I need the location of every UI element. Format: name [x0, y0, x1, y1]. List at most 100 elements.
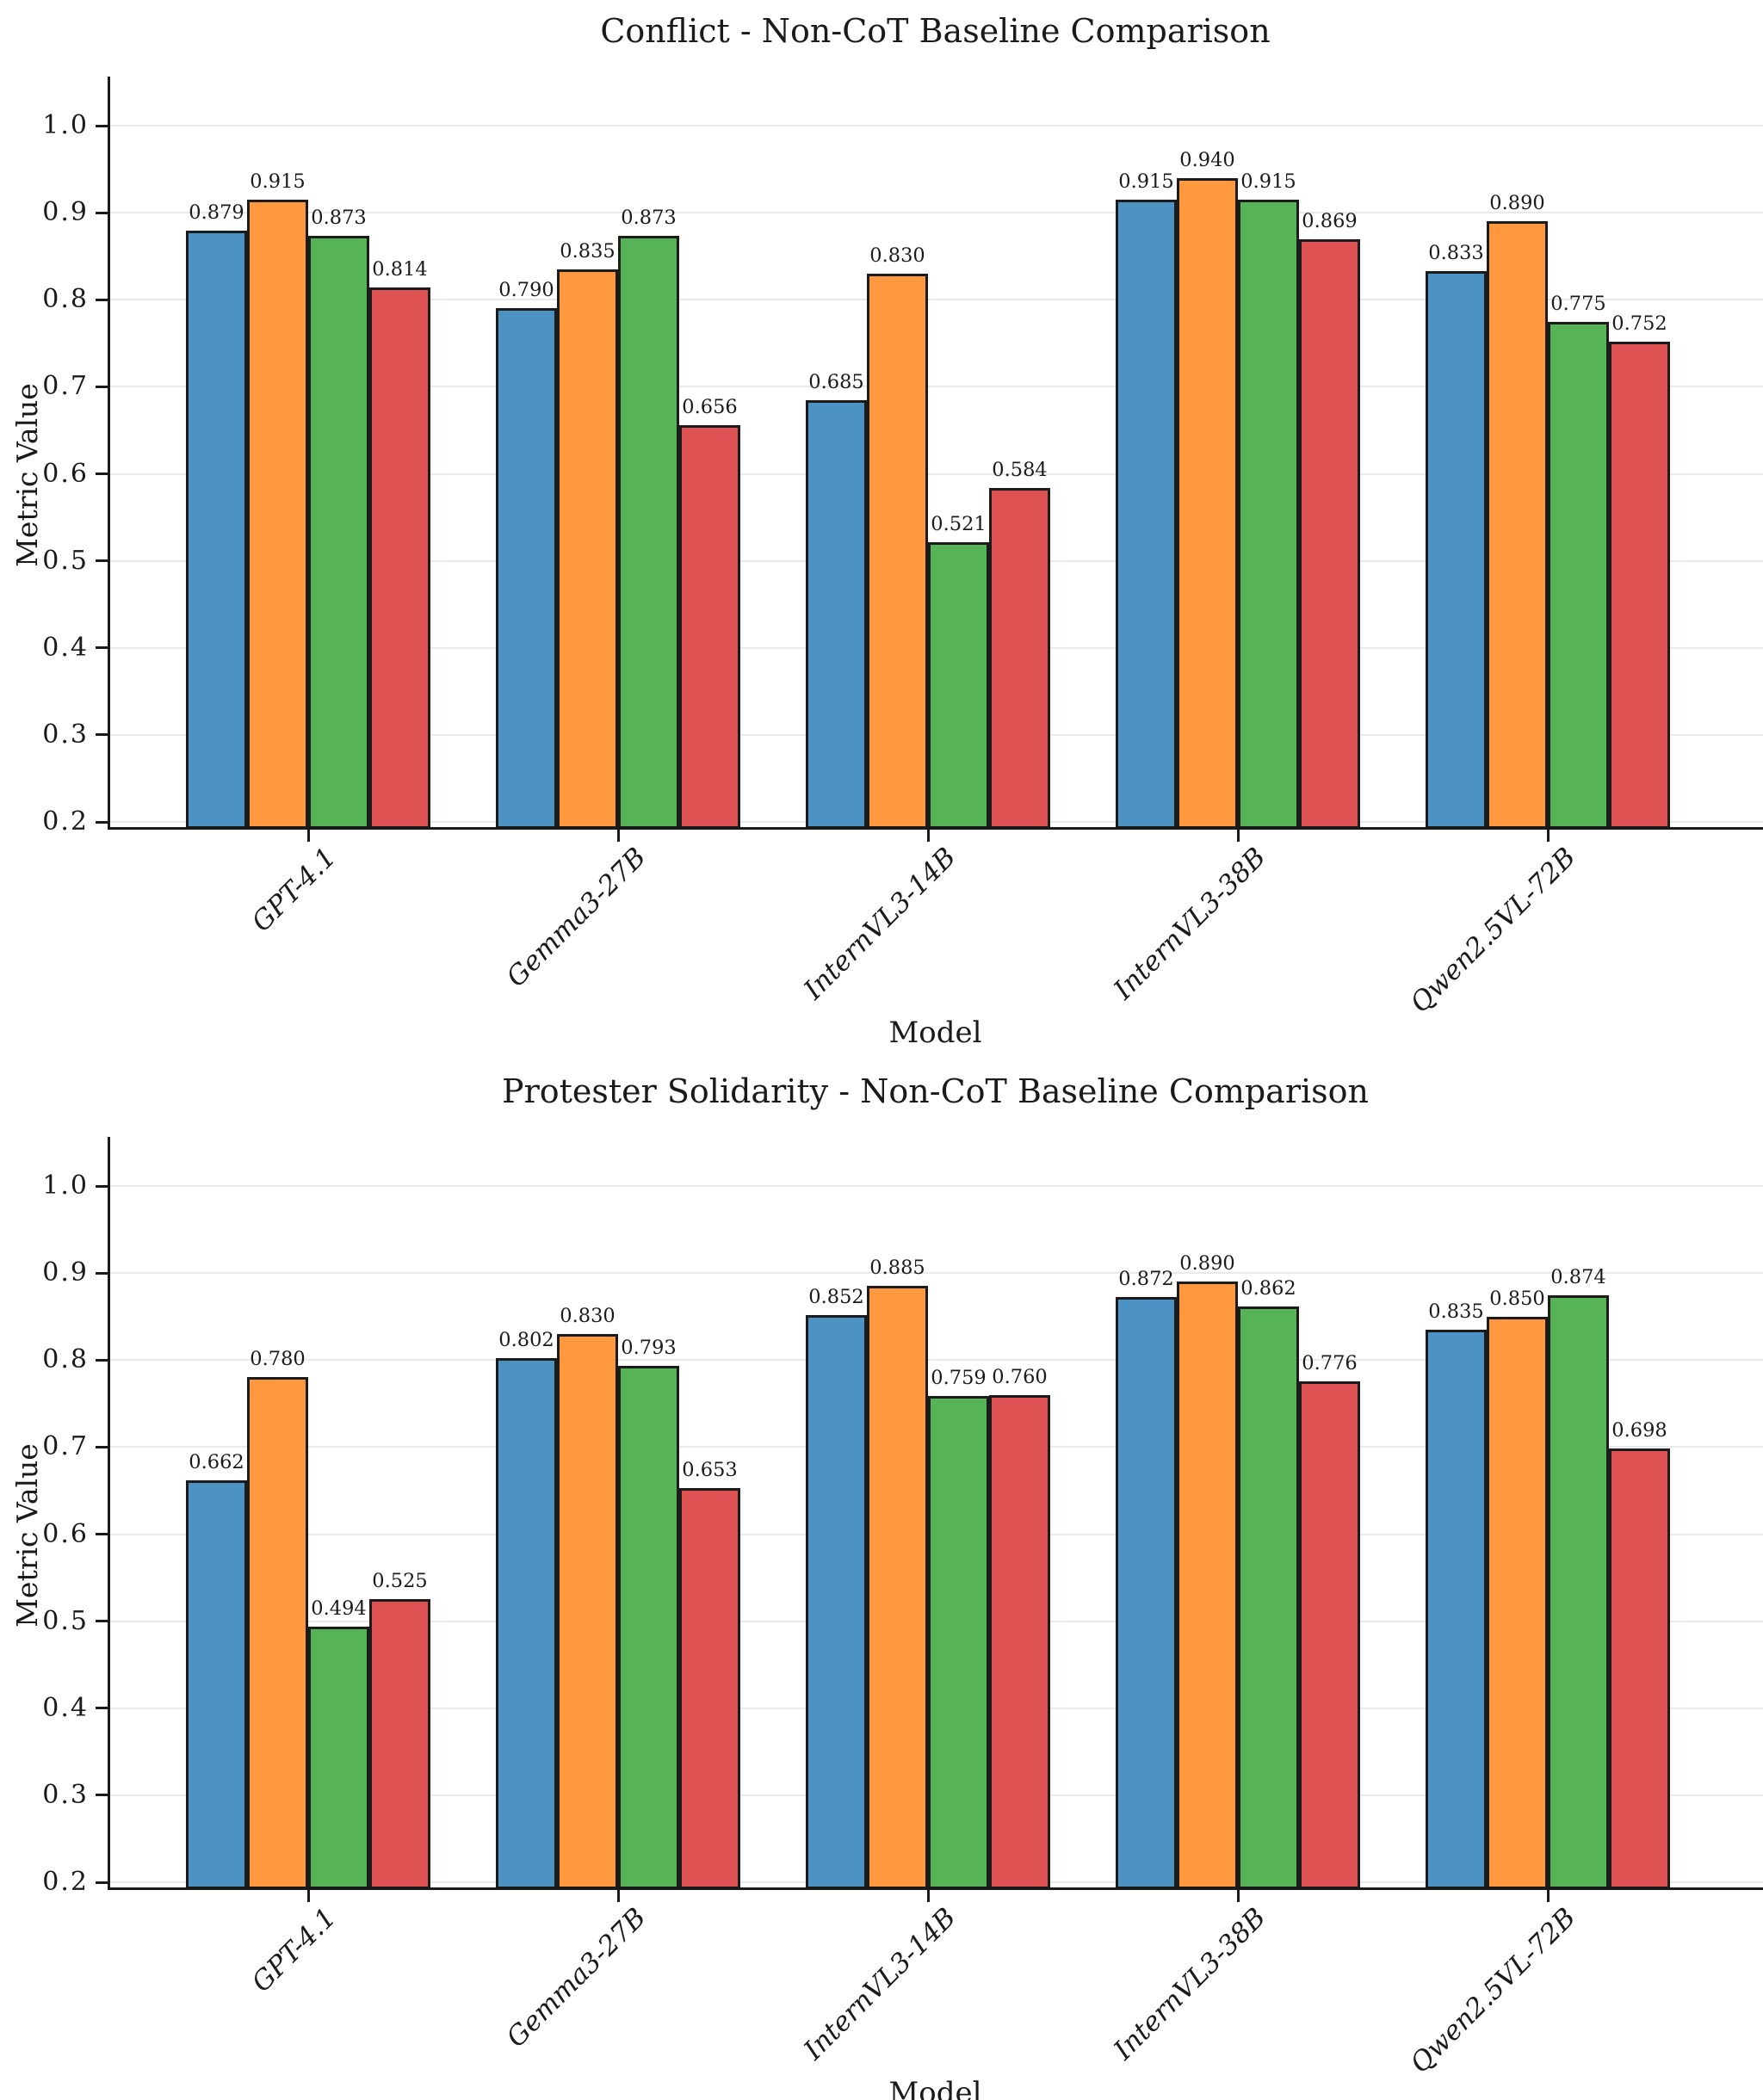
y-tick-label: 0.8: [42, 1344, 89, 1375]
bar-value-label: 0.873: [311, 207, 367, 230]
bar-orange-GPT-4.1: [247, 199, 308, 829]
bar-red-InternVL3-14B: [989, 487, 1050, 829]
bar-value-label: 0.915: [1118, 170, 1174, 193]
y-tick-label: 0.7: [42, 1431, 89, 1462]
bar-green-InternVL3-14B: [928, 542, 989, 829]
bar-red-Qwen2.5VL-72B: [1609, 1448, 1670, 1889]
bar-red-GPT-4.1: [369, 287, 430, 829]
gridline: [108, 212, 1763, 214]
y-tick-label: 0.5: [42, 545, 89, 576]
gridline: [108, 472, 1763, 475]
bar-value-label: 0.685: [808, 370, 864, 393]
y-tick-label: 0.9: [42, 197, 89, 228]
x-tick-label: InternVL3-38B: [1108, 1902, 1272, 2066]
bar-blue-GPT-4.1: [186, 231, 247, 829]
x-tick: [306, 1889, 310, 1902]
bar-blue-Qwen2.5VL-72B: [1426, 270, 1487, 829]
y-tick-label: 0.2: [42, 806, 89, 837]
bar-green-InternVL3-38B: [1238, 1306, 1299, 1889]
y-tick-label: 1.0: [42, 1170, 89, 1201]
x-tick: [1546, 1889, 1550, 1902]
bar-value-label: 0.830: [560, 1304, 616, 1327]
y-tick: [96, 1794, 108, 1797]
y-tick: [96, 1445, 108, 1448]
chart-title: Conflict - Non-CoT Baseline Comparison: [600, 12, 1271, 50]
bar-value-label: 0.698: [1611, 1419, 1667, 1442]
y-tick: [96, 385, 108, 388]
x-tick: [616, 829, 620, 842]
bar-value-label: 0.835: [1428, 1300, 1484, 1323]
bar-blue-Qwen2.5VL-72B: [1426, 1329, 1487, 1889]
bar-value-label: 0.850: [1489, 1287, 1545, 1310]
bar-blue-Gemma3-27B: [496, 1358, 557, 1889]
bar-value-label: 0.885: [869, 1257, 925, 1280]
bar-red-InternVL3-38B: [1299, 239, 1360, 829]
y-tick: [96, 124, 108, 127]
bar-orange-InternVL3-38B: [1177, 1282, 1238, 1889]
y-tick: [96, 211, 108, 214]
bar-value-label: 0.833: [1428, 241, 1484, 264]
bar-red-Qwen2.5VL-72B: [1609, 341, 1670, 829]
y-tick: [96, 820, 108, 824]
bar-value-label: 0.776: [1302, 1351, 1358, 1374]
gridline: [108, 299, 1763, 301]
y-tick-label: 0.5: [42, 1605, 89, 1636]
bar-orange-Qwen2.5VL-72B: [1487, 221, 1548, 829]
x-tick-label: Gemma3-27B: [500, 1902, 653, 2054]
left-spine: [108, 1137, 110, 1890]
bar-orange-GPT-4.1: [247, 1377, 308, 1889]
y-tick-label: 0.3: [42, 1779, 89, 1810]
bar-value-label: 0.874: [1550, 1266, 1606, 1289]
x-axis-label: Model: [888, 1016, 982, 1050]
y-tick: [96, 1184, 108, 1188]
bar-green-InternVL3-38B: [1238, 199, 1299, 829]
y-tick: [96, 1533, 108, 1535]
y-tick: [96, 298, 108, 301]
x-tick: [1236, 1889, 1240, 1902]
bar-value-label: 0.775: [1550, 292, 1606, 315]
bar-value-label: 0.835: [560, 239, 616, 262]
bar-blue-Gemma3-27B: [496, 308, 557, 829]
bar-value-label: 0.656: [682, 395, 738, 418]
gridline: [108, 125, 1763, 127]
x-tick: [616, 1889, 620, 1902]
bar-value-label: 0.584: [992, 458, 1048, 481]
bar-value-label: 0.525: [372, 1570, 428, 1593]
bar-orange-Qwen2.5VL-72B: [1487, 1316, 1548, 1889]
gridline: [108, 1359, 1763, 1362]
bar-orange-InternVL3-38B: [1177, 177, 1238, 829]
y-tick-label: 0.7: [42, 371, 89, 402]
bar-green-Gemma3-27B: [618, 1366, 679, 1889]
plot-area: 0.662 0.780 0.494 0.525 GPT-4.1 0.802 0.830 0.7…: [0, 1060, 1763, 2100]
y-tick-label: 0.2: [42, 1867, 89, 1897]
x-tick: [926, 829, 930, 842]
bar-value-label: 0.890: [1489, 192, 1545, 215]
y-tick: [96, 1707, 108, 1710]
bar-blue-GPT-4.1: [186, 1479, 247, 1889]
bar-value-label: 0.915: [1240, 170, 1296, 193]
bar-red-Gemma3-27B: [679, 1487, 740, 1889]
x-tick: [1236, 829, 1240, 842]
bar-value-label: 0.872: [1118, 1268, 1174, 1291]
x-tick-label: Qwen2.5VL-72B: [1404, 1902, 1582, 2079]
bar-value-label: 0.802: [498, 1329, 554, 1352]
bar-blue-InternVL3-38B: [1116, 199, 1177, 829]
bar-value-label: 0.869: [1302, 210, 1358, 233]
bar-orange-Gemma3-27B: [557, 1333, 618, 1889]
y-tick-label: 0.8: [42, 284, 89, 315]
bar-red-InternVL3-14B: [989, 1394, 1050, 1889]
bar-green-InternVL3-14B: [928, 1395, 989, 1889]
left-spine: [108, 77, 110, 830]
bar-blue-InternVL3-38B: [1116, 1297, 1177, 1889]
gridline: [108, 386, 1763, 388]
bottom-spine: [108, 826, 1763, 830]
y-tick-label: 0.6: [42, 458, 89, 489]
x-tick: [1546, 829, 1550, 842]
bar-value-label: 0.890: [1179, 1252, 1235, 1275]
bar-orange-InternVL3-14B: [867, 273, 928, 829]
y-tick-label: 0.3: [42, 719, 89, 750]
bar-green-Qwen2.5VL-72B: [1548, 1295, 1609, 1889]
chart-protester-solidarity: Protester Solidarity - Non-CoT Baseline …: [0, 1060, 1763, 2100]
y-tick: [96, 1881, 108, 1884]
bar-blue-InternVL3-14B: [806, 399, 867, 829]
